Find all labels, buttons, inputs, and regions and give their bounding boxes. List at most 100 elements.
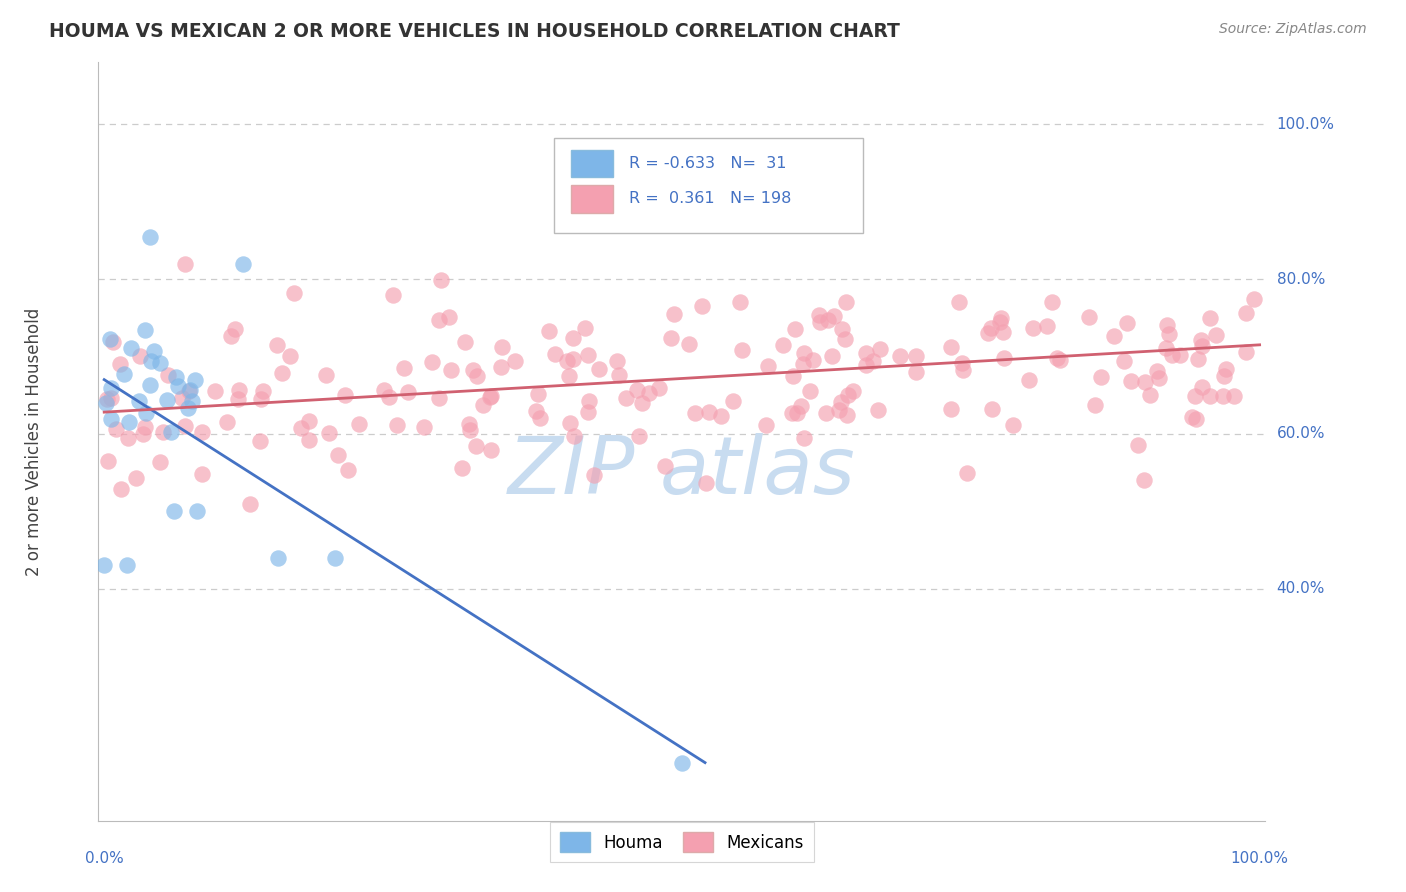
Point bbox=[576, 348, 599, 362]
Point bbox=[801, 353, 824, 368]
Point bbox=[628, 429, 651, 443]
Point bbox=[149, 356, 172, 370]
Point bbox=[1126, 438, 1149, 452]
Point bbox=[117, 431, 139, 445]
Point bbox=[134, 323, 156, 337]
Point bbox=[132, 426, 155, 441]
Point bbox=[834, 295, 856, 310]
Text: 100.0%: 100.0% bbox=[1277, 117, 1334, 132]
Point bbox=[834, 332, 856, 346]
Point bbox=[219, 328, 242, 343]
Point bbox=[538, 324, 561, 338]
Point bbox=[956, 466, 979, 480]
Point bbox=[835, 408, 858, 422]
Point bbox=[1133, 375, 1156, 389]
Point bbox=[181, 393, 204, 408]
Point bbox=[790, 399, 813, 413]
Point bbox=[1184, 389, 1206, 403]
Point bbox=[437, 310, 460, 324]
Point bbox=[440, 363, 463, 377]
FancyBboxPatch shape bbox=[571, 150, 613, 177]
Point bbox=[1236, 306, 1258, 320]
Point bbox=[576, 405, 599, 419]
Point bbox=[793, 346, 815, 360]
Point bbox=[134, 419, 156, 434]
Point bbox=[174, 257, 197, 271]
Text: HOUMA VS MEXICAN 2 OR MORE VEHICLES IN HOUSEHOLD CORRELATION CHART: HOUMA VS MEXICAN 2 OR MORE VEHICLES IN H… bbox=[49, 22, 900, 41]
Point bbox=[139, 354, 162, 368]
Point bbox=[333, 387, 356, 401]
Point bbox=[555, 354, 578, 368]
Point bbox=[1084, 398, 1107, 412]
Point bbox=[105, 421, 128, 435]
Point bbox=[583, 468, 606, 483]
Point bbox=[558, 416, 581, 430]
Text: 2 or more Vehicles in Household: 2 or more Vehicles in Household bbox=[25, 308, 44, 575]
Point bbox=[562, 429, 585, 443]
Point bbox=[1021, 321, 1043, 335]
Point bbox=[139, 377, 162, 392]
Point bbox=[118, 415, 141, 429]
Legend: Houma, Mexicans: Houma, Mexicans bbox=[550, 822, 814, 862]
Point bbox=[129, 349, 152, 363]
Point bbox=[950, 356, 973, 370]
Point bbox=[1018, 373, 1040, 387]
Point bbox=[1147, 370, 1170, 384]
Point bbox=[336, 463, 359, 477]
Text: 80.0%: 80.0% bbox=[1277, 271, 1324, 286]
Point bbox=[792, 357, 814, 371]
Point bbox=[298, 434, 321, 448]
Point bbox=[807, 308, 830, 322]
Point bbox=[1187, 352, 1209, 367]
Point bbox=[654, 459, 676, 474]
Point bbox=[637, 385, 659, 400]
Point bbox=[177, 384, 200, 398]
Point bbox=[671, 756, 693, 770]
Text: R = -0.633   N=  31: R = -0.633 N= 31 bbox=[630, 156, 787, 170]
Point bbox=[96, 396, 118, 410]
Point bbox=[413, 420, 436, 434]
Point bbox=[1049, 353, 1071, 368]
Point bbox=[108, 357, 131, 371]
Point bbox=[183, 373, 205, 387]
FancyBboxPatch shape bbox=[554, 138, 863, 233]
Point bbox=[167, 379, 190, 393]
Point bbox=[1191, 339, 1213, 353]
Point bbox=[283, 286, 305, 301]
Point bbox=[172, 392, 194, 406]
Point bbox=[120, 341, 142, 355]
Point bbox=[298, 414, 321, 428]
Point bbox=[489, 359, 512, 374]
Point bbox=[271, 367, 294, 381]
Point bbox=[100, 412, 122, 426]
Point bbox=[905, 349, 928, 363]
Point bbox=[471, 398, 494, 412]
Point bbox=[1046, 351, 1069, 365]
Point bbox=[93, 558, 115, 573]
Point bbox=[1090, 370, 1112, 384]
Point bbox=[186, 504, 208, 518]
Point bbox=[626, 384, 648, 398]
Point bbox=[290, 421, 312, 435]
Point bbox=[177, 401, 200, 415]
Point bbox=[420, 355, 443, 369]
Point bbox=[976, 326, 998, 340]
Point bbox=[1159, 327, 1181, 342]
Point bbox=[191, 467, 214, 481]
Point bbox=[160, 425, 183, 439]
Point bbox=[821, 349, 844, 363]
Point bbox=[239, 497, 262, 511]
Point bbox=[179, 383, 201, 397]
Point bbox=[990, 311, 1012, 326]
Point bbox=[905, 365, 928, 379]
Point bbox=[1243, 293, 1265, 307]
Point bbox=[135, 406, 157, 420]
Point bbox=[503, 353, 526, 368]
Point bbox=[451, 460, 474, 475]
Point bbox=[215, 415, 238, 429]
Point bbox=[430, 273, 453, 287]
Point bbox=[174, 419, 197, 434]
Point bbox=[1234, 345, 1257, 359]
Point bbox=[100, 391, 122, 405]
Point bbox=[373, 383, 395, 397]
